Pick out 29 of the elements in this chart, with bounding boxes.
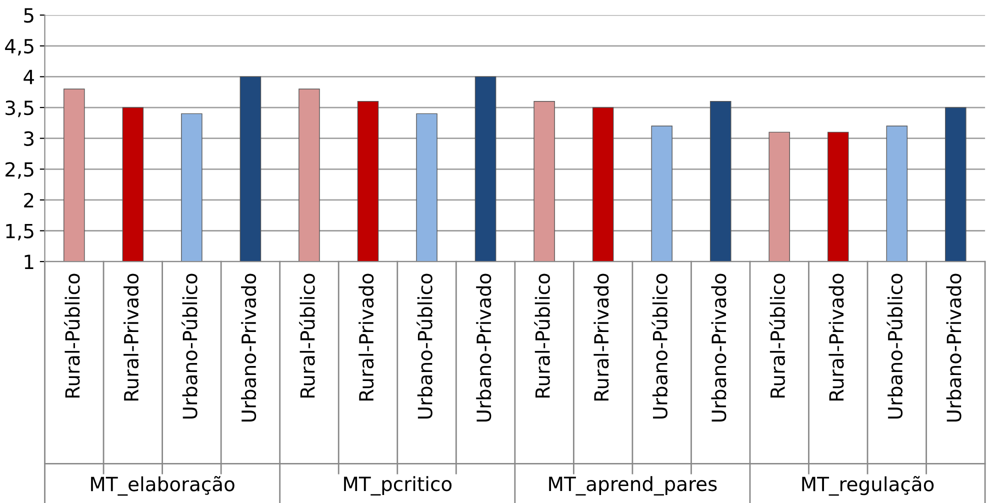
x-tick-label: Rural-Público [64, 274, 80, 398]
y-tick-label: 1,5 [6, 224, 34, 240]
x-tick-label: Urbano-Público [182, 274, 198, 419]
x-tick-label: Rural-Privado [124, 274, 139, 400]
y-tick-label: 4,5 [5, 39, 34, 56]
x-tick-label: Rural-Privado [594, 274, 609, 400]
text: MT_elaboração [91, 476, 234, 496]
x-tick-label: Rural-Público [769, 274, 786, 398]
y-tick-label: 2,5 [6, 162, 34, 179]
x-tick-label: Rural-Privado [358, 274, 374, 400]
y-tick-label: 2 [24, 192, 34, 208]
x-tick-label: Urbano-Privado [711, 274, 726, 422]
x-tick-label: Urbano-Público [886, 274, 903, 419]
x-tick-label: Rural-Privado [828, 274, 844, 400]
y-tick-label: 4 [24, 70, 34, 84]
x-tick-label: Urbano-Privado [476, 274, 492, 422]
x-tick-label: Urbano-Público [416, 274, 432, 419]
text: MT_aprend_pares [549, 476, 717, 496]
y-tick-label: 1 [24, 254, 34, 269]
y-tick-label: 3 [24, 131, 34, 146]
text: MT_pcritico [344, 476, 452, 496]
y-tick-label: 3,5 [6, 100, 34, 118]
x-tick-label: Rural-Público [534, 274, 550, 398]
x-tick-label: Urbano-Público [652, 274, 668, 419]
x-tick-label: Urbano-Privado [241, 274, 256, 422]
x-tick-label: Rural-Público [299, 274, 315, 398]
x-tick-label: Urbano-Privado [946, 274, 962, 422]
text: MT_regulação [802, 476, 934, 496]
y-tick-label: 5 [24, 8, 34, 23]
